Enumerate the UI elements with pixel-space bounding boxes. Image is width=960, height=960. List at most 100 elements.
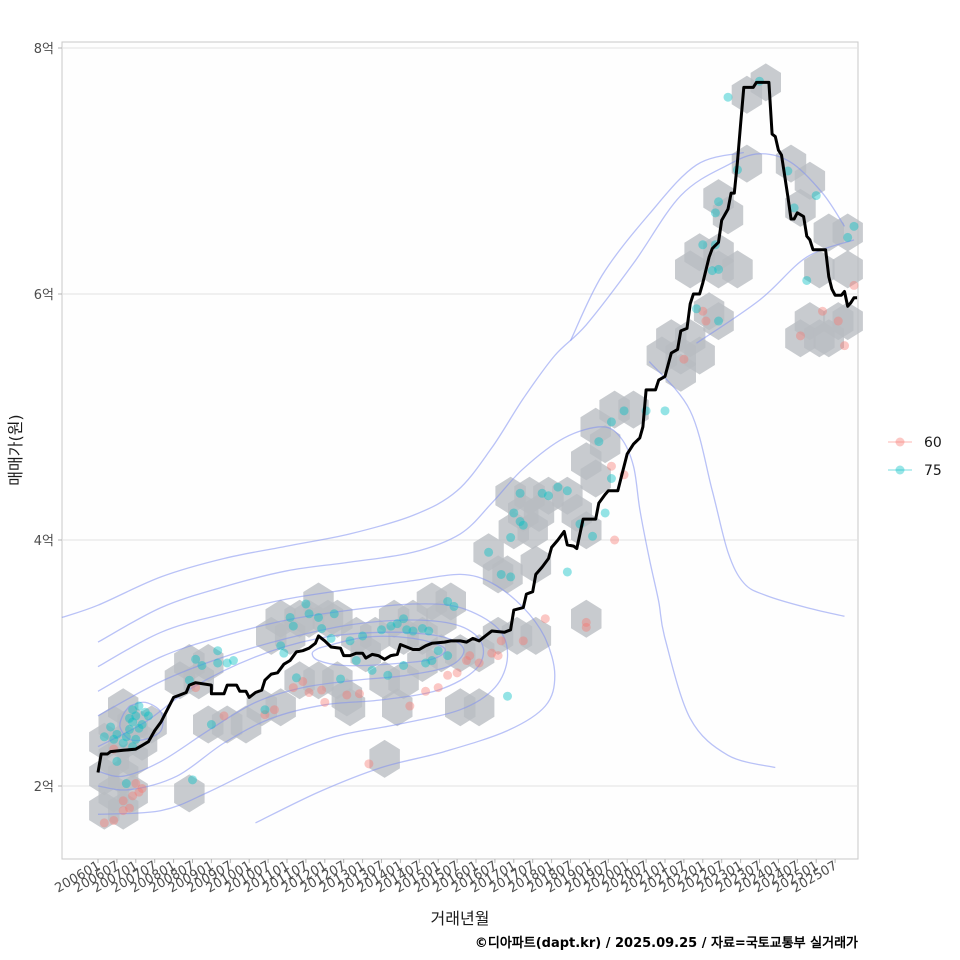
data-point-75 [345,636,355,646]
data-point-60 [452,668,462,678]
data-point-60 [260,710,270,720]
data-point-60 [443,670,453,680]
data-point-75 [121,732,131,742]
data-point-60 [610,535,620,545]
data-point-75 [408,626,418,636]
data-point-75 [367,665,377,675]
hexbin-cell [334,688,366,727]
hexbin-layer [89,63,863,830]
data-point-75 [109,734,119,744]
data-point-75 [789,203,799,213]
data-point-75 [714,197,724,207]
hexbin-cell [832,250,863,289]
contour-line [97,619,485,791]
data-point-75 [140,707,150,717]
data-point-60 [679,354,689,364]
data-point-75 [206,720,216,729]
contour-line [119,701,164,742]
data-point-60 [493,651,503,661]
data-point-75 [106,722,116,732]
data-point-60 [487,648,497,658]
legend-item-75[interactable]: 75 [888,463,942,479]
data-point-60 [701,316,711,326]
points-60-layer [99,280,859,828]
y-tick-label: 6억 [34,288,54,303]
data-point-75 [131,734,141,744]
data-point-75 [421,658,431,668]
data-point-60 [840,341,850,351]
data-point-75 [134,723,144,733]
data-point-75 [443,597,453,606]
hexbin-cell [463,688,495,727]
data-point-75 [285,612,295,622]
data-point-60 [298,676,308,686]
data-point-75 [213,658,223,668]
data-point-75 [433,646,443,656]
data-point-75 [417,624,427,634]
data-point-60 [191,683,201,693]
data-point-75 [399,660,409,670]
data-point-75 [427,656,437,666]
data-point-75 [112,756,122,766]
y-tick-label: 8억 [34,42,54,57]
data-point-75 [304,609,314,619]
data-point-75 [329,609,339,619]
data-point-60 [269,705,279,715]
data-point-75 [336,674,346,684]
data-point-75 [134,701,144,711]
data-point-60 [317,685,327,695]
data-point-75 [515,517,525,527]
data-point-75 [506,572,516,582]
data-point-75 [402,625,412,635]
data-point-75 [496,569,506,579]
price-line [96,80,858,773]
data-point-75 [317,624,327,634]
data-point-75 [191,654,201,664]
data-point-60 [354,689,364,699]
data-point-75 [484,547,494,557]
data-point-75 [99,732,109,742]
hexbin-cell [492,555,523,594]
hexbin-cell [618,390,649,429]
data-point-60 [518,636,528,646]
data-point-75 [503,691,512,701]
hexbin-cell [520,545,552,584]
hexbin-cell [785,188,816,227]
data-point-75 [714,264,724,274]
data-point-60 [219,711,229,721]
data-point-75 [506,533,516,543]
data-point-75 [537,488,547,498]
caption: ©디아파트(dapt.kr) / 2025.09.25 / 자료=국토교통부 실… [475,935,858,951]
hexbin-cell [426,599,457,638]
data-point-75 [660,406,670,416]
data-point-60 [405,701,415,711]
data-point-60 [320,697,330,707]
data-point-75 [594,437,604,447]
data-point-75 [188,775,197,785]
contour-line [61,153,846,619]
data-point-60 [128,791,138,801]
data-point-60 [833,316,843,326]
x-axis-title: 거래년월 [431,909,490,928]
data-point-75 [128,717,138,727]
data-point-60 [581,622,591,632]
data-point-75 [849,221,859,231]
data-point-75 [509,508,519,518]
hexbin-cell [561,493,592,532]
data-point-60 [118,806,128,816]
data-point-60 [540,614,550,624]
data-point-60 [606,461,616,471]
data-point-75 [125,713,134,723]
data-point-60 [581,617,591,627]
data-point-75 [606,417,616,427]
price-line-layer [96,80,858,773]
data-point-75 [399,614,409,624]
hexbin-cell [832,213,863,252]
data-point-75 [143,711,153,721]
data-point-60 [465,651,475,661]
legend-item-60[interactable]: 60 [888,435,942,451]
data-point-75 [383,670,393,680]
hexbin-cell [265,688,296,727]
contour-line [97,603,509,815]
